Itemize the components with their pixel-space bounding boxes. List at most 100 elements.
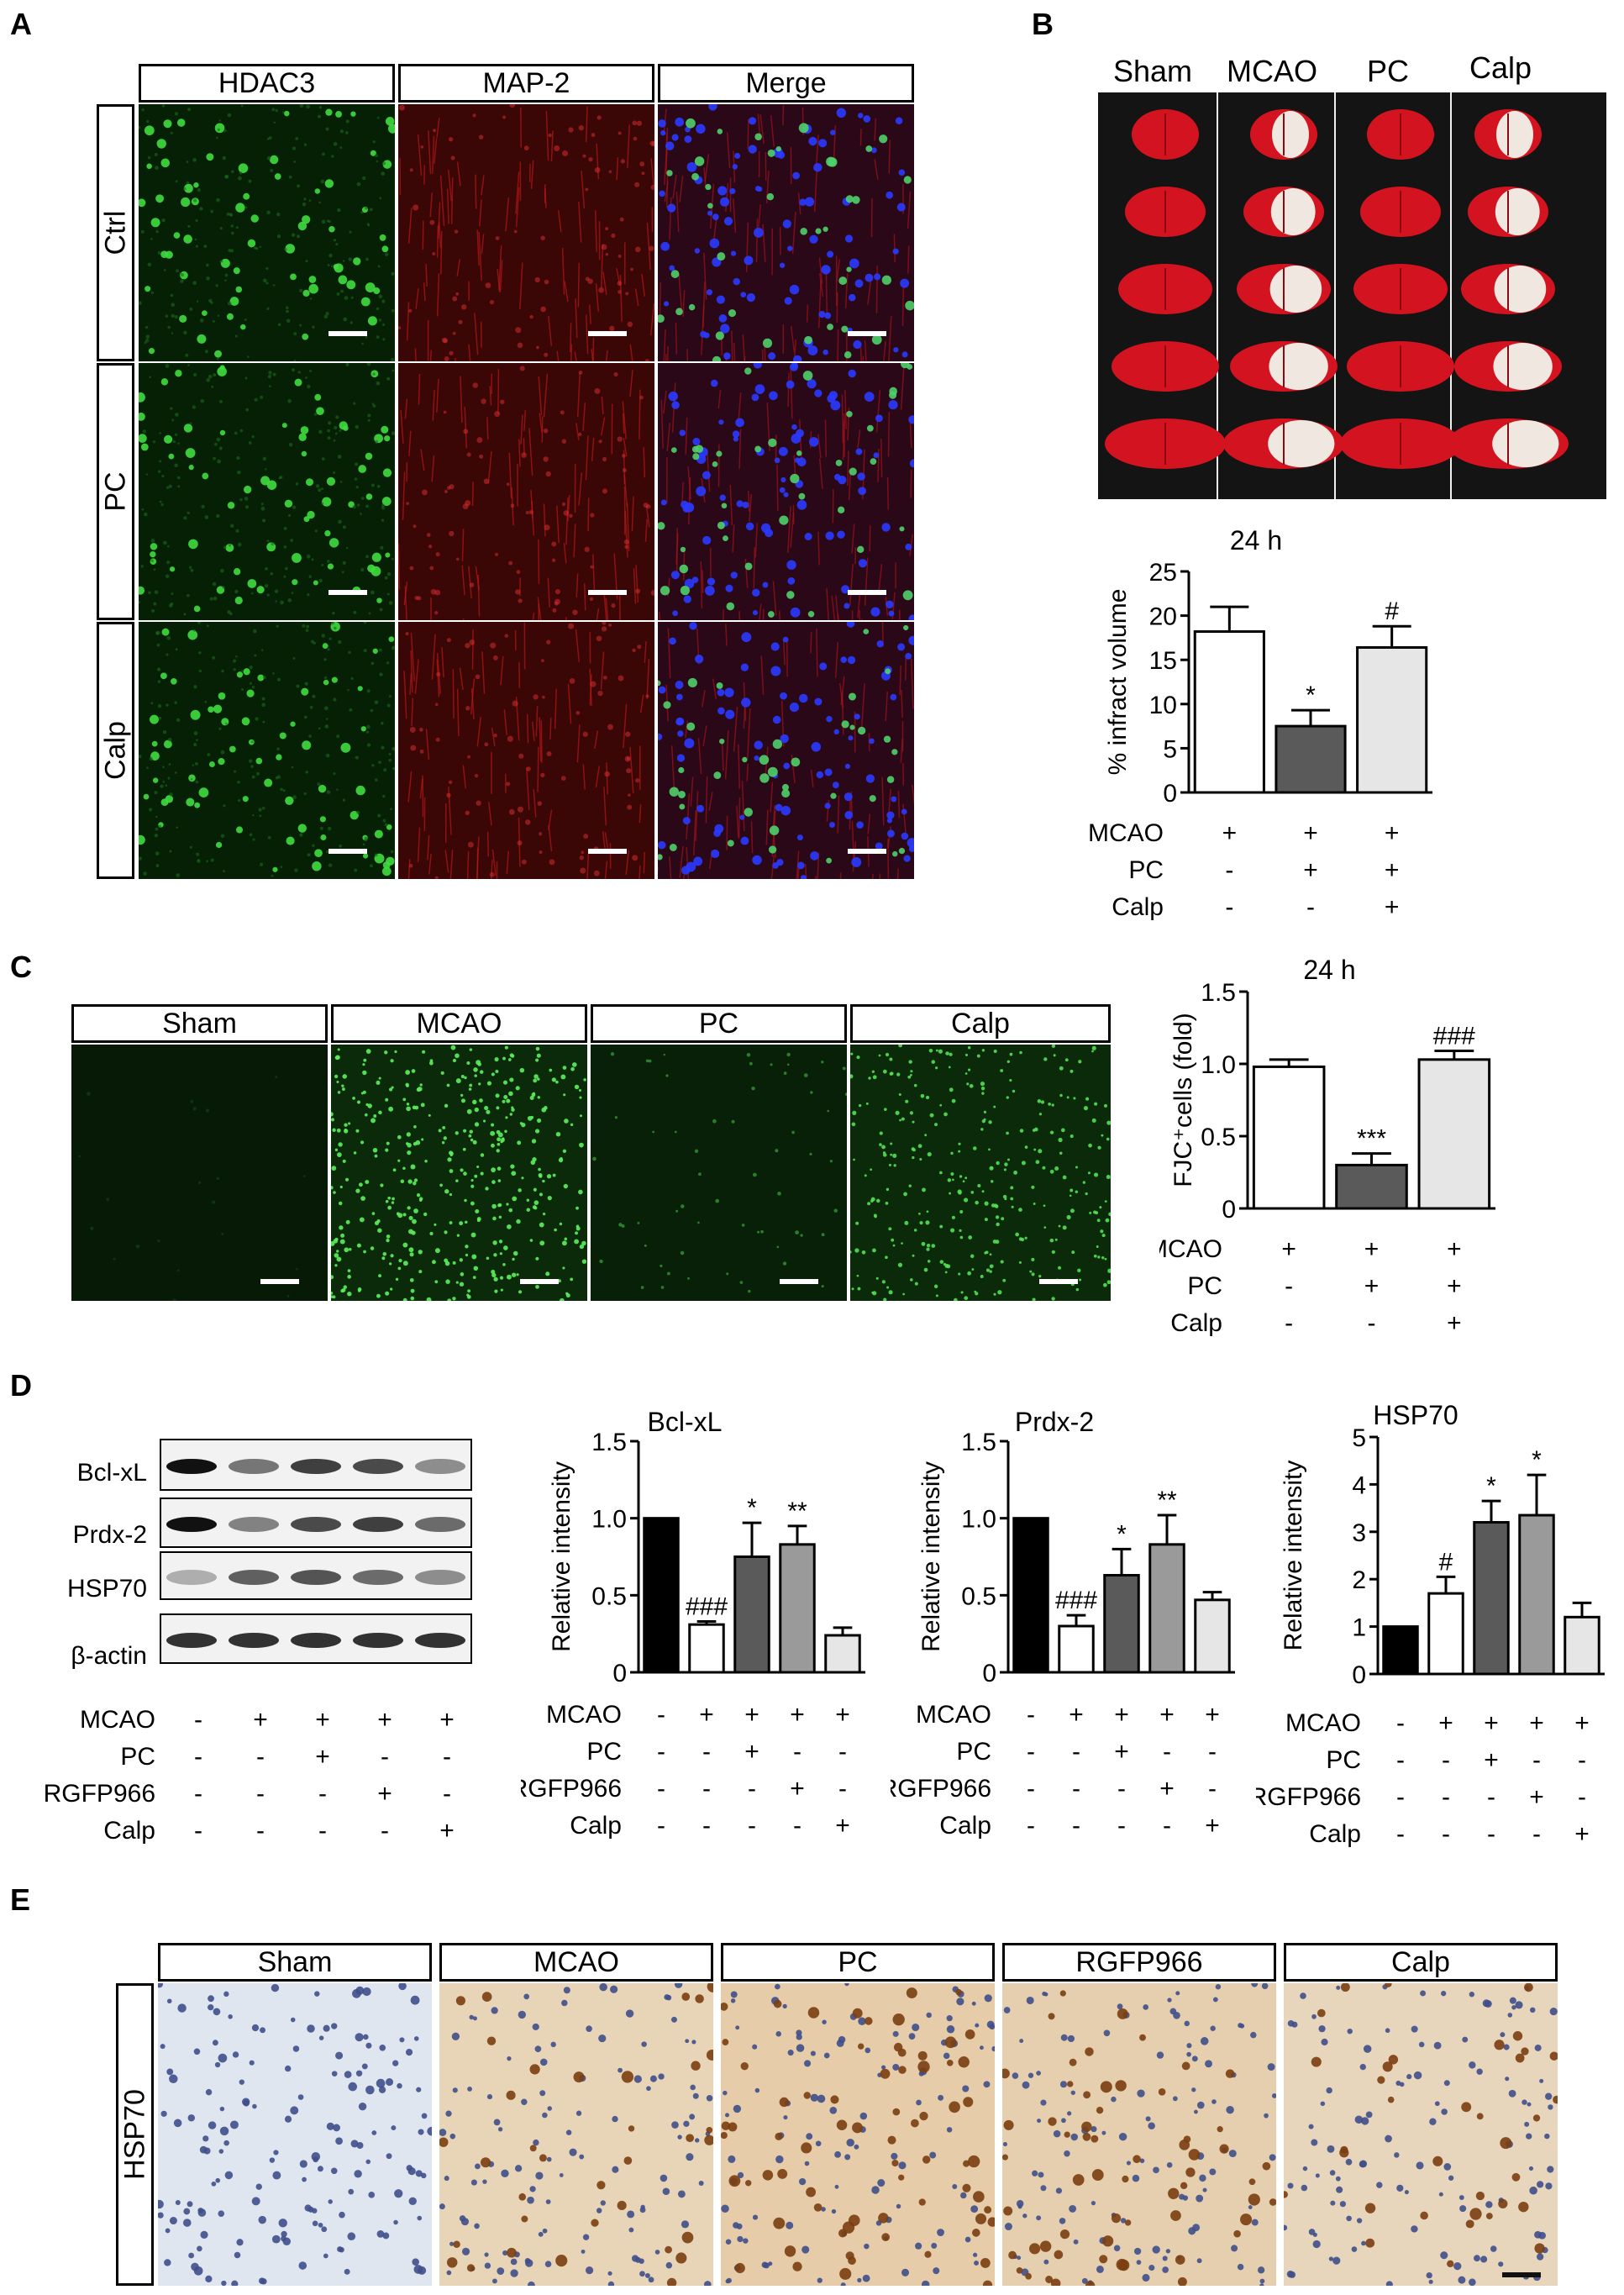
micrograph-a-r0-c1 [398, 104, 654, 361]
treatment-sign: + [1574, 1820, 1590, 1848]
treatment-sign: + [1385, 819, 1400, 847]
bar [1148, 1543, 1185, 1674]
fjc-image-1 [331, 1045, 587, 1301]
treatment-sign: - [793, 1812, 801, 1840]
y-axis-label: Relative intensity [1280, 1461, 1307, 1651]
blot-treatment-sign: - [443, 1780, 451, 1808]
treatment-label: RGFP966 [521, 1775, 622, 1803]
fjc-label-pc: PC [591, 1004, 847, 1043]
treatment-sign: + [1385, 856, 1400, 884]
treatment-sign: - [1487, 1783, 1495, 1811]
treatment-sign: + [1447, 1235, 1462, 1263]
significance-marker: * [1117, 1520, 1127, 1548]
scale-bar [848, 849, 886, 854]
y-tick-label: 3 [1352, 1519, 1366, 1547]
chart-title: 24 h [1230, 525, 1282, 555]
treatment-sign: - [838, 1775, 847, 1803]
y-tick-label: 25 [1149, 559, 1177, 587]
treatment-sign: + [744, 1701, 759, 1729]
treatment-sign: - [1306, 893, 1315, 921]
scale-bar [260, 1279, 299, 1284]
blot-treatment-sign: - [194, 1706, 202, 1734]
treatment-sign: - [1396, 1709, 1405, 1737]
treatment-sign: + [1205, 1812, 1220, 1840]
bar [1012, 1517, 1049, 1674]
treatment-sign: - [1208, 1738, 1217, 1766]
bar [1427, 1592, 1464, 1676]
ihc-label-sham: Sham [158, 1943, 432, 1982]
y-tick-label: 0.5 [961, 1582, 996, 1610]
blot-treatment-sign: + [315, 1706, 330, 1734]
treatment-sign: + [1364, 1235, 1380, 1263]
blot-treatment-sign: - [318, 1780, 327, 1808]
scale-bar [588, 331, 627, 336]
treatment-sign: + [1574, 1709, 1590, 1737]
treatment-sign: - [838, 1738, 847, 1766]
treatment-sign: - [748, 1775, 756, 1803]
treatment-sign: - [1578, 1783, 1586, 1811]
y-tick-label: 1.5 [1201, 979, 1236, 1007]
y-tick-label: 0 [1222, 1196, 1236, 1224]
bar [1193, 630, 1265, 794]
ihc-image-2 [721, 1983, 995, 2286]
y-tick-label: 1.5 [591, 1429, 627, 1456]
treatment-sign: - [1532, 1746, 1541, 1774]
blot-treatment-sign: - [256, 1780, 265, 1808]
column-label-merge: Merge [658, 64, 914, 103]
ihc-image-3 [1002, 1983, 1276, 2286]
blot-treatment-sign: - [194, 1780, 202, 1808]
treatment-sign: + [1222, 819, 1238, 847]
treatment-label: RGFP966 [891, 1775, 991, 1803]
fjc-label-calp: Calp [850, 1004, 1111, 1043]
scale-bar [848, 331, 886, 336]
y-tick-label: 0 [612, 1660, 627, 1687]
treatment-label: PC [1128, 856, 1164, 884]
scale-bar [848, 590, 886, 595]
fjc-cells-chart: 24 h FJC⁺cells (fold) 0 0.5 1.0 1.5 *** ### MCAO… [1159, 955, 1495, 1337]
y-tick-label: 0.5 [591, 1582, 627, 1610]
bar [1473, 1521, 1510, 1676]
treatment-sign: - [1442, 1820, 1450, 1848]
fjc-image-0 [71, 1045, 328, 1301]
blot-treatment-sign: - [443, 1743, 451, 1771]
micrograph-a-r0-c2 [658, 104, 914, 361]
y-tick-label: 0.5 [1201, 1124, 1236, 1151]
chart-title: HSP70 [1373, 1400, 1458, 1430]
scale-bar [328, 590, 367, 595]
treatment-sign: - [1072, 1738, 1080, 1766]
bar [779, 1543, 816, 1674]
bar [1417, 1058, 1491, 1210]
treatment-sign: + [1205, 1701, 1220, 1729]
y-axis-label: Relative intensity [917, 1461, 945, 1652]
micrograph-a-r2-c0 [139, 622, 395, 879]
treatment-label: MCAO [1159, 1235, 1222, 1263]
treatment-sign: - [1396, 1783, 1405, 1811]
treatment-sign: + [1447, 1272, 1462, 1300]
y-axis-label: Relative intensity [548, 1461, 575, 1652]
treatment-sign: + [1484, 1746, 1499, 1774]
micrograph-a-r2-c2 [658, 622, 914, 879]
tissue-label-mcao: MCAO [1227, 54, 1317, 88]
treatment-sign: - [1117, 1812, 1126, 1840]
treatment-sign: + [835, 1701, 850, 1729]
treatment-sign: - [1072, 1775, 1080, 1803]
treatment-sign: - [1368, 1309, 1376, 1337]
treatment-sign: + [835, 1812, 850, 1840]
y-axis-label: % infract volume [1104, 589, 1132, 776]
blot-treatment-label: PC [120, 1743, 155, 1771]
treatment-sign: - [702, 1738, 711, 1766]
treatment-sign: + [1303, 819, 1318, 847]
bar [733, 1555, 770, 1674]
bar [1194, 1598, 1231, 1674]
fjc-label-mcao: MCAO [331, 1004, 587, 1043]
y-tick-label: 10 [1149, 692, 1177, 719]
tissue-label-calp: Calp [1469, 50, 1532, 85]
blot-label-prdx2: Prdx-2 [72, 1521, 147, 1549]
ihc-row-label-text: HSP70 [118, 2089, 150, 2180]
blot-label-beta-actin: β-actin [71, 1642, 147, 1670]
bar [824, 1634, 861, 1674]
ihc-label-mcao: MCAO [439, 1943, 713, 1982]
panel-letter-b: B [1032, 7, 1054, 41]
treatment-sign: - [1532, 1820, 1541, 1848]
treatment-sign: - [793, 1738, 801, 1766]
